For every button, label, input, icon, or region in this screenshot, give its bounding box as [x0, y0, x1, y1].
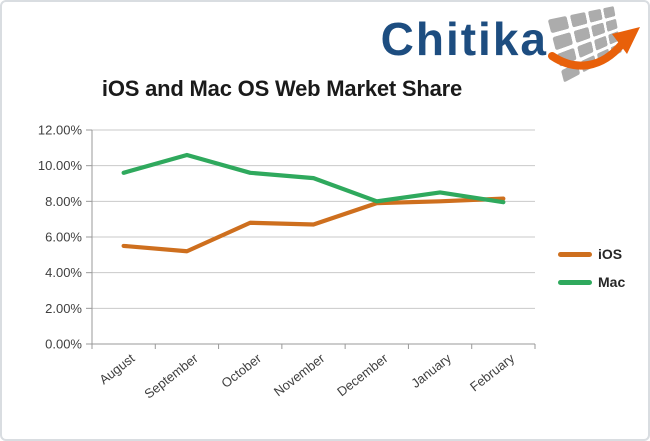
series-line-ios: [121, 196, 506, 254]
swoosh-arrow-icon: [548, 27, 640, 70]
y-axis-label: 0.00%: [45, 337, 82, 352]
y-axis-label: 12.00%: [38, 123, 83, 138]
legend-label-mac: Mac: [598, 274, 626, 290]
x-axis-label: February: [467, 350, 518, 394]
y-axis-label: 8.00%: [45, 194, 82, 209]
chitika-wordmark: Chitika: [380, 13, 548, 65]
x-axis-label: September: [141, 350, 201, 401]
x-axis-label: November: [271, 350, 328, 399]
legend-label-ios: iOS: [598, 246, 623, 262]
legend-item-ios: iOS: [558, 247, 625, 261]
series-line-mac: [121, 152, 506, 205]
ios-line-swatch: [558, 251, 592, 257]
x-axis-label: August: [96, 350, 137, 387]
chitika-logo: Chitika: [380, 4, 644, 83]
y-axis-label: 2.00%: [45, 301, 82, 316]
y-axis-label: 6.00%: [45, 230, 82, 245]
chart-title: iOS and Mac OS Web Market Share: [101, 76, 463, 101]
x-axis-label: January: [408, 350, 454, 391]
x-axis-label: December: [334, 350, 391, 399]
y-axis-label: 4.00%: [45, 265, 82, 280]
legend: iOS Mac: [558, 247, 625, 289]
legend-item-mac: Mac: [558, 275, 625, 289]
x-axis-label: October: [218, 350, 264, 391]
y-axis-label: 10.00%: [38, 158, 83, 173]
globe-arrow-icon: [547, 4, 644, 83]
mac-line-swatch: [558, 279, 592, 285]
